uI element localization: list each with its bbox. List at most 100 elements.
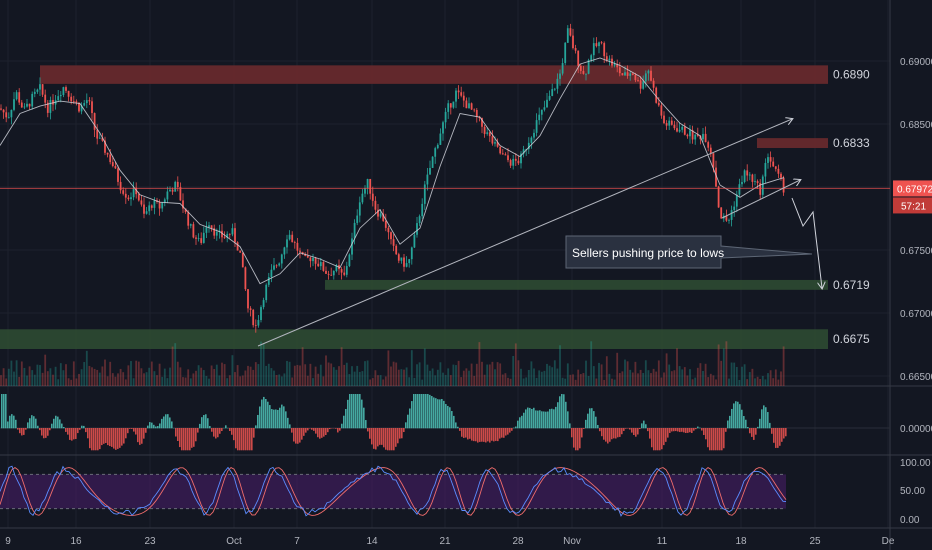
candle-body <box>377 209 379 217</box>
volume-bar <box>624 359 626 386</box>
candle-body <box>707 142 710 148</box>
macd-bar <box>283 406 285 429</box>
volume-bar <box>330 363 333 386</box>
volume-bar <box>241 375 244 386</box>
time-tick-label: 18 <box>735 536 747 547</box>
macd-bar <box>687 428 689 433</box>
macd-bar <box>501 428 503 438</box>
candle-body <box>761 176 764 195</box>
volume-bar <box>712 375 715 386</box>
volume-bar <box>717 344 720 386</box>
macd-bar <box>547 411 549 429</box>
volume-bar <box>720 360 723 386</box>
volume-bar <box>390 366 392 386</box>
volume-bar <box>535 377 538 386</box>
volume-bar <box>317 373 320 386</box>
candle-body <box>780 173 782 178</box>
macd-bar <box>735 401 737 429</box>
volume-bar <box>556 368 559 386</box>
macd-bar <box>613 428 615 439</box>
macd-bar <box>741 409 743 429</box>
candle-body <box>470 103 473 110</box>
volume-bar <box>91 367 93 386</box>
macd-bar <box>487 428 489 442</box>
candle-body <box>104 140 106 153</box>
macd-bar <box>373 428 375 449</box>
macd-bar <box>429 394 431 429</box>
volume-bar <box>442 372 444 386</box>
volume-bar <box>751 368 754 386</box>
candle-body <box>184 208 187 213</box>
macd-bar <box>773 428 775 443</box>
macd-bar <box>121 428 123 446</box>
volume-bar <box>694 377 697 386</box>
volume-bar <box>236 365 239 386</box>
macd-bar <box>197 428 199 433</box>
volume-bar <box>223 364 226 386</box>
macd-bar <box>607 428 609 444</box>
volume-bar <box>80 369 83 386</box>
macd-bar <box>537 410 539 429</box>
macd-bar <box>43 428 45 439</box>
volume-bar <box>257 364 260 386</box>
macd-bar <box>163 416 165 429</box>
macd-bar <box>201 417 203 429</box>
stoch-k-line <box>0 465 787 517</box>
volume-bar <box>156 375 158 386</box>
volume-bar <box>309 363 312 386</box>
macd-bar <box>251 428 253 451</box>
macd-bar <box>295 428 297 444</box>
resistance-zone <box>757 138 828 148</box>
macd-bar <box>563 394 565 429</box>
macd-bar <box>123 428 125 444</box>
volume-bar <box>670 371 673 386</box>
macd-bar <box>275 409 277 429</box>
volume-bar <box>98 372 101 386</box>
candle-body <box>681 126 684 130</box>
candle-body <box>309 257 312 262</box>
macd-bar <box>155 426 157 429</box>
candle-body <box>782 177 785 193</box>
macd-bar <box>189 428 191 451</box>
volume-bar <box>774 369 777 386</box>
volume-bar <box>403 369 405 386</box>
volume-bar <box>93 368 96 386</box>
macd-bar <box>651 428 653 448</box>
macd-bar <box>753 428 755 440</box>
candle-body <box>249 308 252 310</box>
candle-body <box>369 178 372 194</box>
macd-bar <box>517 420 519 429</box>
macd-bar <box>339 428 341 431</box>
macd-bar <box>149 422 151 429</box>
volume-bar <box>304 364 307 386</box>
volume-bar <box>499 363 502 386</box>
volume-bar <box>561 377 564 386</box>
macd-bar <box>587 413 589 429</box>
candle-body <box>421 203 424 217</box>
volume-bar <box>668 364 671 386</box>
volume-bar <box>249 366 252 386</box>
macd-bar <box>107 428 109 446</box>
macd-bar <box>231 428 233 435</box>
macd-bar <box>595 416 597 429</box>
macd-bar <box>497 428 499 442</box>
volume-bars <box>0 341 785 386</box>
volume-bar <box>135 360 138 386</box>
candle-body <box>444 111 447 123</box>
volume-bar <box>707 377 710 386</box>
macd-bar <box>13 415 15 429</box>
macd-bar <box>485 428 487 443</box>
macd-bar <box>759 418 761 429</box>
macd-bar <box>125 428 127 439</box>
macd-bar <box>135 428 137 435</box>
candle-body <box>540 109 543 115</box>
candle-body <box>426 174 429 185</box>
volume-bar <box>202 370 205 386</box>
candle-body <box>772 161 775 167</box>
candle-body <box>179 187 182 201</box>
macd-bar <box>585 419 587 429</box>
volume-bar <box>642 372 645 386</box>
volume-bar <box>143 373 145 386</box>
macd-bar <box>411 401 413 429</box>
